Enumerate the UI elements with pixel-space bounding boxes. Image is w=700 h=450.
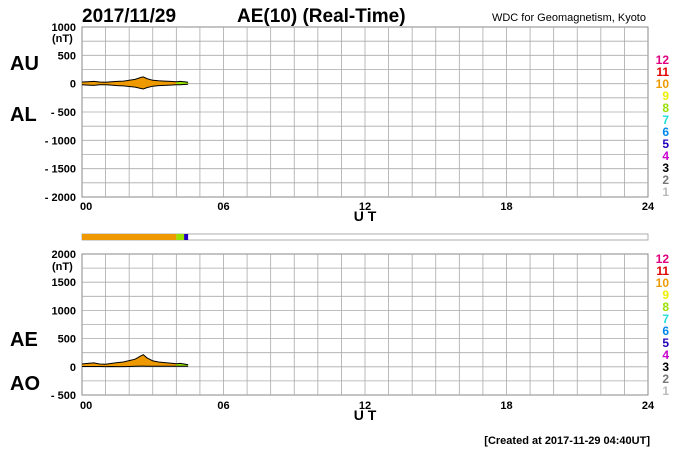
x-tick-label: 18: [500, 201, 512, 213]
legend-level: 6: [662, 324, 669, 338]
filled-area: [82, 76, 189, 89]
station-bar-segment: [176, 234, 185, 240]
legend-level: 6: [662, 125, 669, 139]
y-tick-label: - 2000: [45, 192, 76, 204]
legend-level: 9: [662, 288, 669, 302]
y-tick-label: - 500: [51, 107, 76, 119]
series-line-ao: [82, 365, 189, 368]
legend-level: 11: [656, 264, 669, 278]
series-line-ae: [81, 354, 189, 366]
y-tick-label: - 1500: [45, 164, 76, 176]
legend-level: 2: [662, 173, 669, 187]
y-tick-label: 0: [70, 79, 76, 91]
legend-level: 3: [662, 360, 669, 374]
x-tick-label: 00: [80, 201, 92, 213]
y-tick-label: 1000: [52, 305, 76, 317]
y-tick-label: 500: [58, 50, 76, 62]
legend-level: 1: [662, 384, 669, 398]
legend-level: 7: [662, 312, 669, 326]
filled-area-recent: [176, 363, 189, 367]
legend-level: 5: [662, 137, 669, 151]
filled-area: [82, 354, 189, 367]
y-tick-label: 0: [70, 362, 76, 374]
legend-level: 4: [662, 348, 669, 362]
y-tick-label: - 500: [51, 390, 76, 402]
legend-level: 9: [662, 89, 669, 103]
x-axis-label: U T: [354, 208, 377, 224]
legend-level: 8: [662, 101, 669, 115]
unit-label: (nT): [52, 33, 73, 45]
legend-level: 8: [662, 300, 669, 314]
chart-title: AE(10) (Real-Time): [237, 6, 406, 27]
x-tick-label: 06: [217, 400, 229, 412]
created-timestamp: [Created at 2017-11-29 04:40UT]: [484, 435, 650, 447]
legend-level: 10: [656, 77, 670, 91]
series-line-al: [81, 83, 189, 90]
x-tick-label: 12: [359, 201, 371, 213]
x-axis-label: U T: [354, 407, 377, 423]
y-tick-label: 2000: [52, 249, 76, 261]
legend-level: 12: [656, 53, 670, 67]
au-al-panel: AU AL (nT) U T 1000 500 0 - 500 - 1000 - 1500…: [10, 22, 655, 224]
legend-level: 10: [656, 276, 670, 290]
y-tick-label: 1500: [52, 277, 76, 289]
x-tick-label: 24: [642, 400, 655, 412]
legend-level: 12: [656, 252, 670, 266]
y-tick-label: 500: [58, 334, 76, 346]
legend-level: 7: [662, 113, 669, 127]
station-count-bar: [81, 233, 649, 241]
station-bar-segment: [184, 234, 189, 240]
y-tick-label: - 1000: [45, 135, 76, 147]
legend-level: 1: [662, 185, 669, 199]
x-tick-label: 06: [217, 201, 229, 213]
legend-level: 11: [656, 65, 669, 79]
unit-label: (nT): [52, 261, 73, 273]
legend-level: 5: [662, 336, 669, 350]
station-bar-segment: [82, 234, 177, 240]
series-line-au: [81, 76, 189, 83]
y-tick-label: 1000: [52, 22, 76, 34]
x-tick-label: 00: [80, 400, 92, 412]
panel-label-al: AL: [10, 104, 37, 126]
date-title: 2017/11/29: [82, 6, 176, 27]
ae-ao-panel: AE AO (nT) U T 2000 1500 1000 500 0 - 500 00 06…: [10, 249, 655, 423]
legend-level: 3: [662, 161, 669, 175]
x-tick-label: 24: [642, 201, 655, 213]
panel-label-au: AU: [10, 53, 39, 75]
source-label: WDC for Geomagnetism, Kyoto: [492, 12, 646, 24]
panel-label-ao: AO: [10, 373, 40, 395]
legend-level: 4: [662, 149, 669, 163]
x-tick-label: 12: [359, 400, 371, 412]
legend-level: 2: [662, 372, 669, 386]
panel-label-ae: AE: [10, 329, 38, 351]
x-tick-label: 18: [500, 400, 512, 412]
